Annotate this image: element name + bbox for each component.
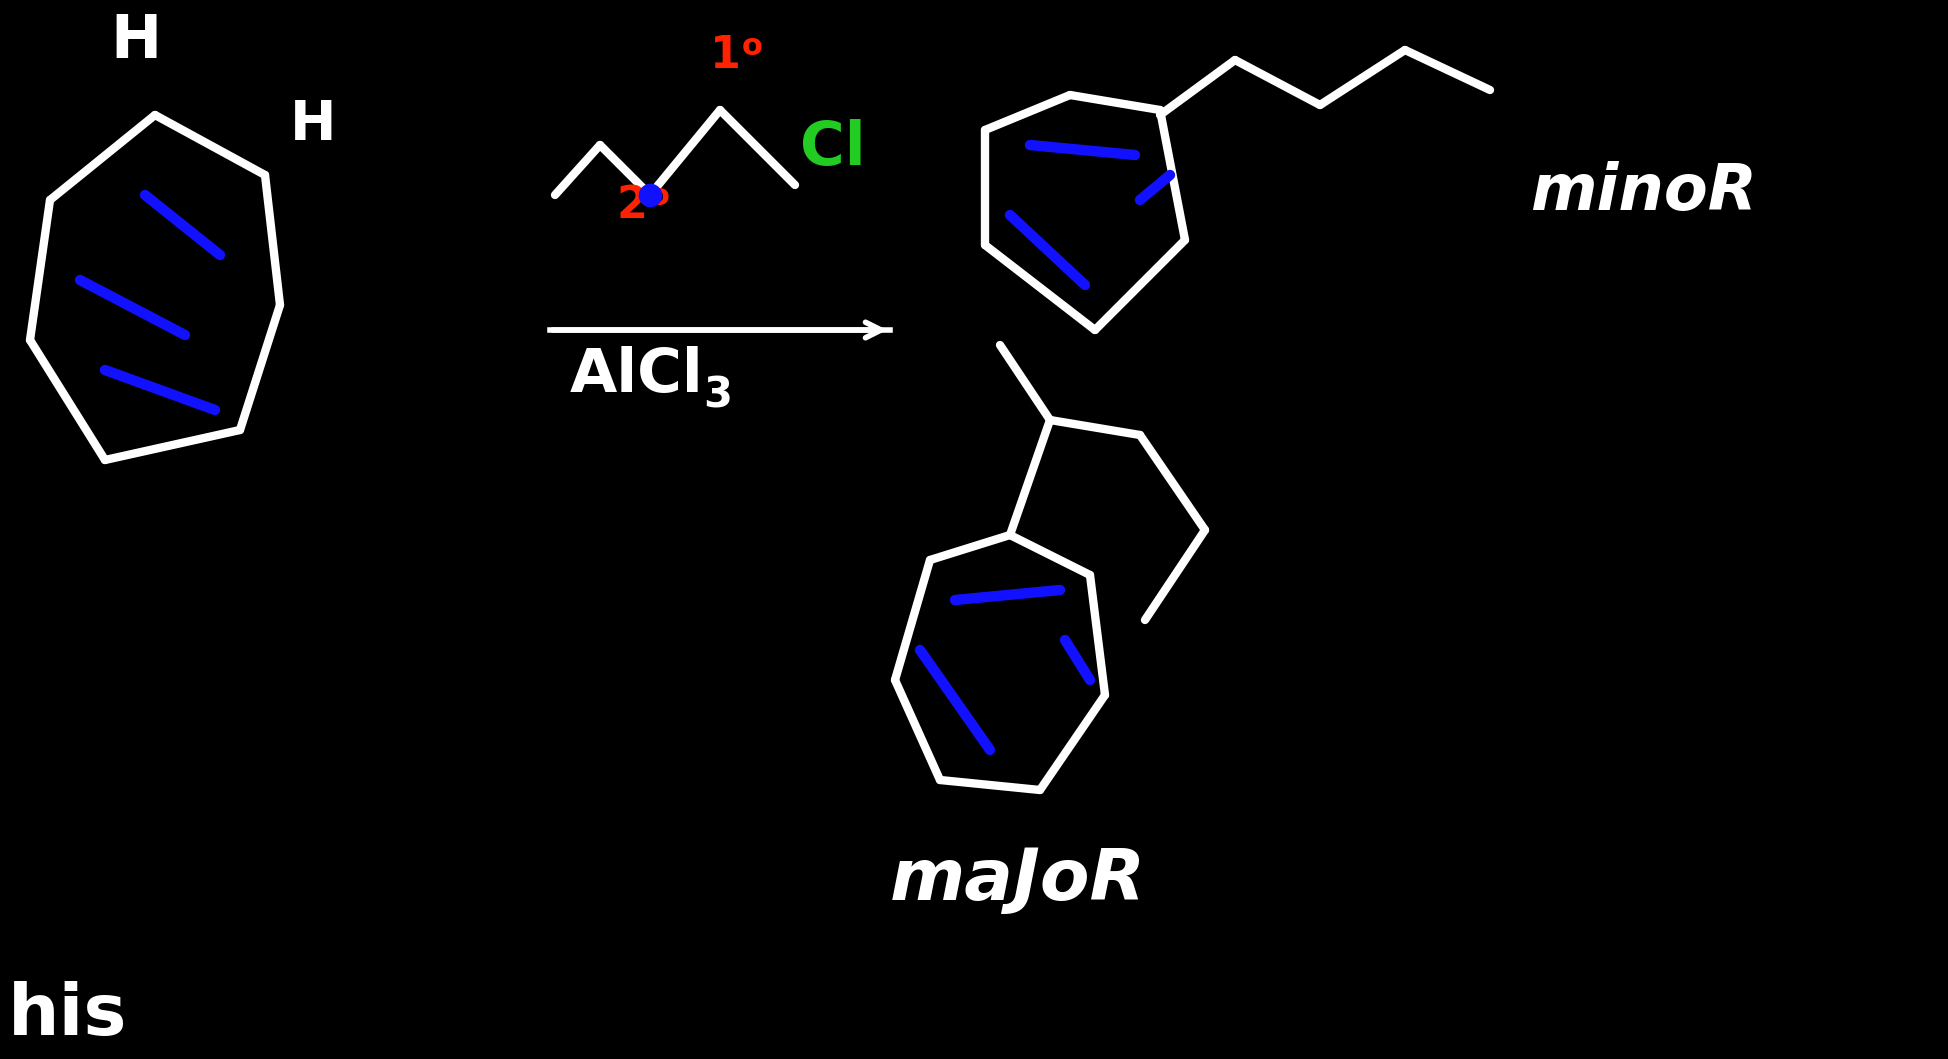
Text: o: o — [649, 182, 670, 211]
Text: H: H — [109, 12, 162, 71]
Text: AlCl: AlCl — [571, 346, 703, 405]
Text: his: his — [8, 981, 127, 1051]
Text: maJoR: maJoR — [890, 846, 1145, 915]
Text: H: H — [290, 98, 337, 152]
Text: Cl: Cl — [801, 119, 865, 178]
Text: 1: 1 — [709, 34, 740, 77]
Text: o: o — [742, 32, 764, 61]
Text: 2: 2 — [618, 184, 649, 227]
Text: 3: 3 — [703, 375, 732, 417]
Text: minoR: minoR — [1529, 161, 1757, 223]
